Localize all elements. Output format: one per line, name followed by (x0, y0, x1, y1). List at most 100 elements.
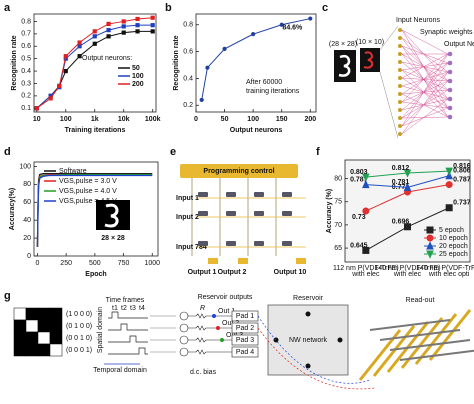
input-neuron (398, 28, 402, 32)
value-label: 0.787 (350, 176, 368, 183)
synapse (401, 77, 449, 109)
pulse (108, 311, 148, 319)
y-tick-label: 0.2 (21, 93, 31, 100)
x-tick-label: 100k (145, 116, 161, 123)
point (251, 32, 256, 37)
synapse (401, 62, 449, 95)
synapse (401, 89, 449, 119)
label: Time frames (106, 297, 145, 304)
x-tick-label: 750 (118, 260, 130, 267)
synapse (401, 69, 449, 91)
pixel (37, 319, 51, 333)
pulse (108, 335, 148, 343)
point (362, 173, 370, 182)
synapse-device (254, 211, 264, 216)
pad-dot (305, 311, 311, 317)
nanowire (428, 309, 472, 361)
time-label: t2 (121, 305, 127, 312)
output-neuron (447, 69, 453, 75)
synapse (401, 61, 449, 73)
code-label: (1 0 0 0) (66, 311, 92, 318)
point (34, 106, 39, 111)
point (362, 179, 370, 189)
pad-label: Pad 4 (236, 349, 254, 356)
output-label: Output 2 (218, 269, 247, 276)
point (77, 44, 82, 49)
synapse-device (254, 192, 264, 197)
value-label: 0.803 (350, 169, 368, 176)
synapse (401, 29, 449, 55)
pulse (108, 347, 148, 355)
pad (231, 346, 259, 358)
input-neuron (398, 52, 402, 56)
pad-label: Pad 3 (236, 337, 254, 344)
label: R (200, 305, 205, 312)
synapse (401, 53, 449, 127)
source (179, 323, 189, 333)
x-tick-label: 0 (194, 116, 198, 123)
input-neuron (398, 60, 402, 64)
x-tick-label: 200 (304, 116, 316, 123)
value-label: 0.645 (350, 242, 368, 249)
dashed-link (257, 315, 371, 384)
synapse (401, 93, 449, 118)
input-neuron (398, 124, 402, 128)
point (121, 24, 126, 29)
synapse-device (226, 211, 236, 216)
pad-label: Pad 1 (236, 313, 254, 320)
plot-frame (195, 13, 317, 113)
annotation: 84.6% (282, 24, 303, 31)
point (426, 226, 434, 234)
inset-digit-stroke (104, 203, 119, 228)
point (121, 19, 126, 24)
annotation: training iterations (246, 88, 300, 95)
pad (231, 334, 259, 346)
wire (188, 349, 232, 355)
input-label: Input 2 (176, 214, 199, 221)
synapse-device (198, 211, 208, 216)
x-tick-label: 100 (247, 116, 259, 123)
synapse (401, 107, 449, 127)
point (199, 97, 204, 103)
y-axis-label: Accuracy (%) (326, 189, 333, 233)
point (121, 30, 126, 35)
bracket (379, 25, 399, 139)
synapse-device (226, 241, 236, 246)
time-label: t4 (139, 305, 145, 312)
pixel (25, 307, 39, 321)
output-neuron (447, 78, 453, 84)
synapse (401, 89, 449, 95)
label: Reservoir (293, 295, 324, 302)
synapse-device (254, 241, 264, 246)
label: Input Neurons (396, 17, 440, 24)
output-neuron (447, 105, 453, 111)
wire (188, 325, 232, 331)
time-label: t3 (130, 305, 136, 312)
input-neuron (398, 116, 402, 120)
pixel (49, 307, 63, 321)
synapse (401, 77, 449, 82)
panel-label: a (4, 2, 11, 14)
value-label: 0.781 (392, 179, 410, 186)
inset-label: 28 × 28 (101, 235, 125, 242)
series-line (36, 173, 153, 248)
point (426, 250, 434, 259)
value-label: 0.812 (392, 165, 410, 172)
synapse (401, 45, 449, 91)
y-tick-label: 65 (334, 245, 342, 252)
y-axis-label: Recognition rate (173, 35, 180, 90)
digit-stroke (338, 54, 351, 77)
plot-frame (33, 161, 159, 257)
y-tick-label: 100 (19, 163, 31, 170)
y-tick-label: 80 (334, 175, 342, 182)
legend-label: VGS,pulse = 4.5 V (59, 198, 117, 205)
y-tick-label: 20 (23, 235, 31, 242)
pixel (13, 343, 27, 357)
annotation: After 60000 (246, 79, 282, 86)
x-tick-label: 100 (60, 116, 72, 123)
output-neuron (447, 51, 453, 57)
pulse (108, 323, 148, 331)
legend-label: VGS,pulse = 3.0 V (59, 178, 117, 185)
banner (180, 164, 298, 178)
y-tick-label: 0.7 (21, 31, 31, 38)
